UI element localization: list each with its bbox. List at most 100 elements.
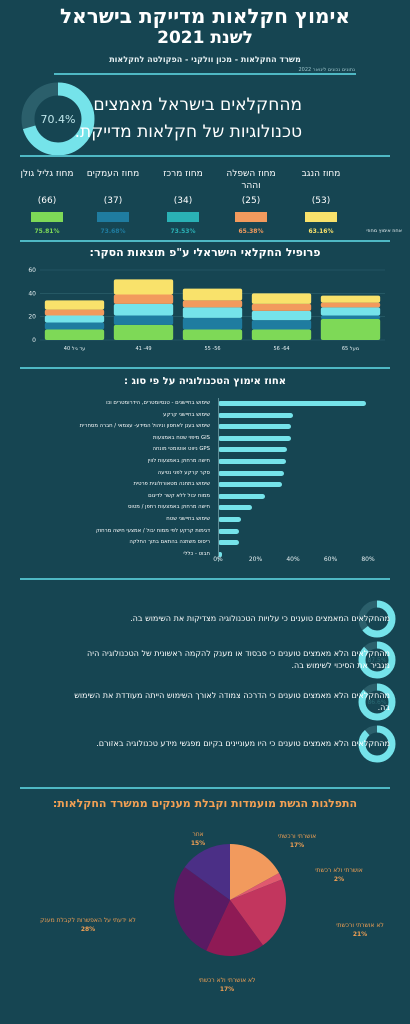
y-tick-label: 0 — [32, 337, 36, 344]
age-bar-segment — [182, 317, 243, 330]
region-name: מחוז גליל גולן — [20, 169, 74, 179]
tech-label: שימוש בענן לאחסון וניהול המידע- עצמאי / … — [79, 423, 210, 430]
region-name: מחוז מרכז — [163, 169, 203, 179]
section-divider — [20, 240, 390, 242]
age-bar-segment — [320, 302, 381, 308]
tech-bar — [218, 470, 284, 476]
section-divider — [20, 578, 390, 580]
tech-bar — [218, 447, 288, 453]
hero-donut: 70.4% — [21, 82, 95, 156]
age-bar-segment — [44, 309, 105, 316]
age-bar-segment — [44, 329, 105, 340]
pie-slice-label: לא אושרתי ולא רכשתי — [198, 977, 256, 984]
section-divider — [20, 155, 390, 157]
pie-slice — [173, 867, 230, 951]
region-adoption-pct: 73.68% — [100, 228, 126, 235]
pie-slice — [206, 900, 263, 956]
tech-bar — [218, 493, 265, 499]
region-color-swatch — [305, 212, 337, 222]
main-title: אימוץ חקלאות מדייקת בישראל — [60, 4, 350, 28]
region-adoption-pct: 63.16% — [308, 228, 334, 235]
age-bar-segment — [44, 322, 105, 330]
statement-donut-arc — [358, 725, 396, 763]
statement-donut: 87.5% — [358, 641, 396, 679]
pie-label: אושרתי ורכשתי 17% — [262, 832, 332, 850]
tech-label: שימוש בתחנה מטאורולוגית פרטית — [133, 481, 210, 488]
statement-donut: 88.5% — [358, 725, 396, 763]
statement-donut: 64.4% — [358, 600, 396, 638]
age-bar-segment — [320, 307, 381, 316]
tech-label: דגימות קרקע לפי ממוח יבול / אמצעי חישה מ… — [95, 527, 210, 534]
region-adoption-pct: 65.38% — [238, 228, 264, 235]
statement-text: מהחקלאים הלא מאמצים טוענים כי היו מעוניי… — [96, 739, 390, 748]
tech-label: שימוש בחיישנים - טנסיומטרים, הידרומטרים … — [106, 400, 210, 406]
age-bar-segment — [113, 315, 174, 325]
tech-label: סקר קרקע לפני נטיעה — [157, 469, 210, 476]
tech-bar — [218, 435, 292, 441]
statement-donut-arc — [358, 683, 396, 721]
region-count: (53) — [311, 196, 331, 206]
pie-slice — [230, 844, 280, 900]
pie-label: לא אושרתי ורכשתי 21% — [320, 921, 400, 939]
age-bar-segment — [251, 310, 312, 321]
tech-bar — [218, 540, 239, 546]
age-bar-segment — [182, 288, 243, 301]
age-bar-segment — [320, 319, 381, 340]
tech-label: ממוח יבול ללא קשר לדיגום — [148, 492, 210, 499]
age-bar-segment — [44, 315, 105, 323]
hero-statement: מהחקלאים בישראל מאמצים טכנולוגיות של חקל… — [74, 95, 302, 142]
x-tick-label: 80% — [361, 556, 375, 563]
region-color-swatch — [167, 212, 199, 222]
age-bar-segment — [320, 295, 381, 303]
age-bar-segment — [251, 329, 312, 340]
x-category-label: מעל 65 — [342, 346, 359, 352]
y-tick-label: 40 — [28, 290, 36, 297]
tech-axis — [218, 398, 219, 563]
tech-label: חבוט - כללי — [183, 550, 210, 557]
region-count: (25) — [241, 196, 261, 206]
statement-donut: 86.6% — [358, 683, 396, 721]
tech-bar — [218, 551, 222, 557]
section-divider — [20, 367, 390, 369]
statement-percent: 86.6% — [367, 699, 386, 706]
region-count: (37) — [103, 196, 123, 206]
age-bar-segment — [182, 329, 243, 340]
adoption-label: אחוז אימוץ מחוזי — [366, 228, 402, 234]
main-title-year: לשנת 2021 — [157, 28, 253, 48]
statement-text: מהחקלאים המאמצים טוענים כי עלויות הטכנול… — [130, 614, 390, 623]
age-profile-chart: 0 20 40 60 מעל 65 56 -64 55 -56 41 -49 עד גיל 40 — [28, 267, 385, 352]
age-bar-segment — [44, 300, 105, 310]
section-divider — [20, 787, 390, 789]
region-color-swatch — [97, 212, 129, 222]
header-divider — [54, 73, 356, 75]
age-bar-segment — [113, 279, 174, 295]
pie-chart-title: התפלגות הגשת מועמדות וקבלת מענקים ממשרד … — [52, 797, 358, 810]
age-bar-segment — [251, 320, 312, 330]
x-tick-label: 60% — [323, 556, 338, 563]
x-category-label: 55 -56 — [204, 346, 220, 352]
pie-slice-percent: 17% — [289, 842, 305, 849]
pie-label: אחר 15% — [178, 830, 218, 848]
statement-percent: 64.4% — [367, 616, 386, 623]
statement-text: מהחקלאים הלא מאמצים טוענים כי הדרכה צמוד… — [74, 691, 390, 712]
subtitle: משרד החקלאות - מכון וולקני - הפקולטה לחק… — [109, 55, 301, 64]
hero-percent: 70.4% — [41, 113, 76, 126]
region-color-swatch — [31, 212, 63, 222]
pie-slice — [230, 873, 283, 900]
pie-label: לא ידעתי על האפשרות לקבלת מענק 28% — [18, 916, 158, 934]
statement-donut-arc — [358, 600, 396, 638]
age-bar-segment — [182, 300, 243, 308]
region-name: מחוז העמקים — [86, 169, 140, 179]
publication-date: נתונים נכונים לינואר 2022 — [298, 67, 355, 73]
hero-donut-arc — [21, 82, 95, 156]
region-color-swatch — [235, 212, 267, 222]
tech-label: שימוש בחיישני קרקע — [163, 411, 210, 418]
x-tick-label: 40% — [286, 556, 300, 563]
y-tick-label: 20 — [28, 314, 36, 321]
statement-percent: 87.5% — [367, 657, 386, 664]
pie-slice-label: אחר — [192, 831, 204, 838]
tech-chart-title: אחוז אימוץ הטכנולוגיה על פי סוג : — [124, 376, 286, 387]
pie-label: לא אושרתי ולא רכשתי 17% — [192, 976, 262, 994]
tech-bar — [218, 482, 282, 488]
region-adoption-pct: 73.53% — [170, 228, 196, 235]
